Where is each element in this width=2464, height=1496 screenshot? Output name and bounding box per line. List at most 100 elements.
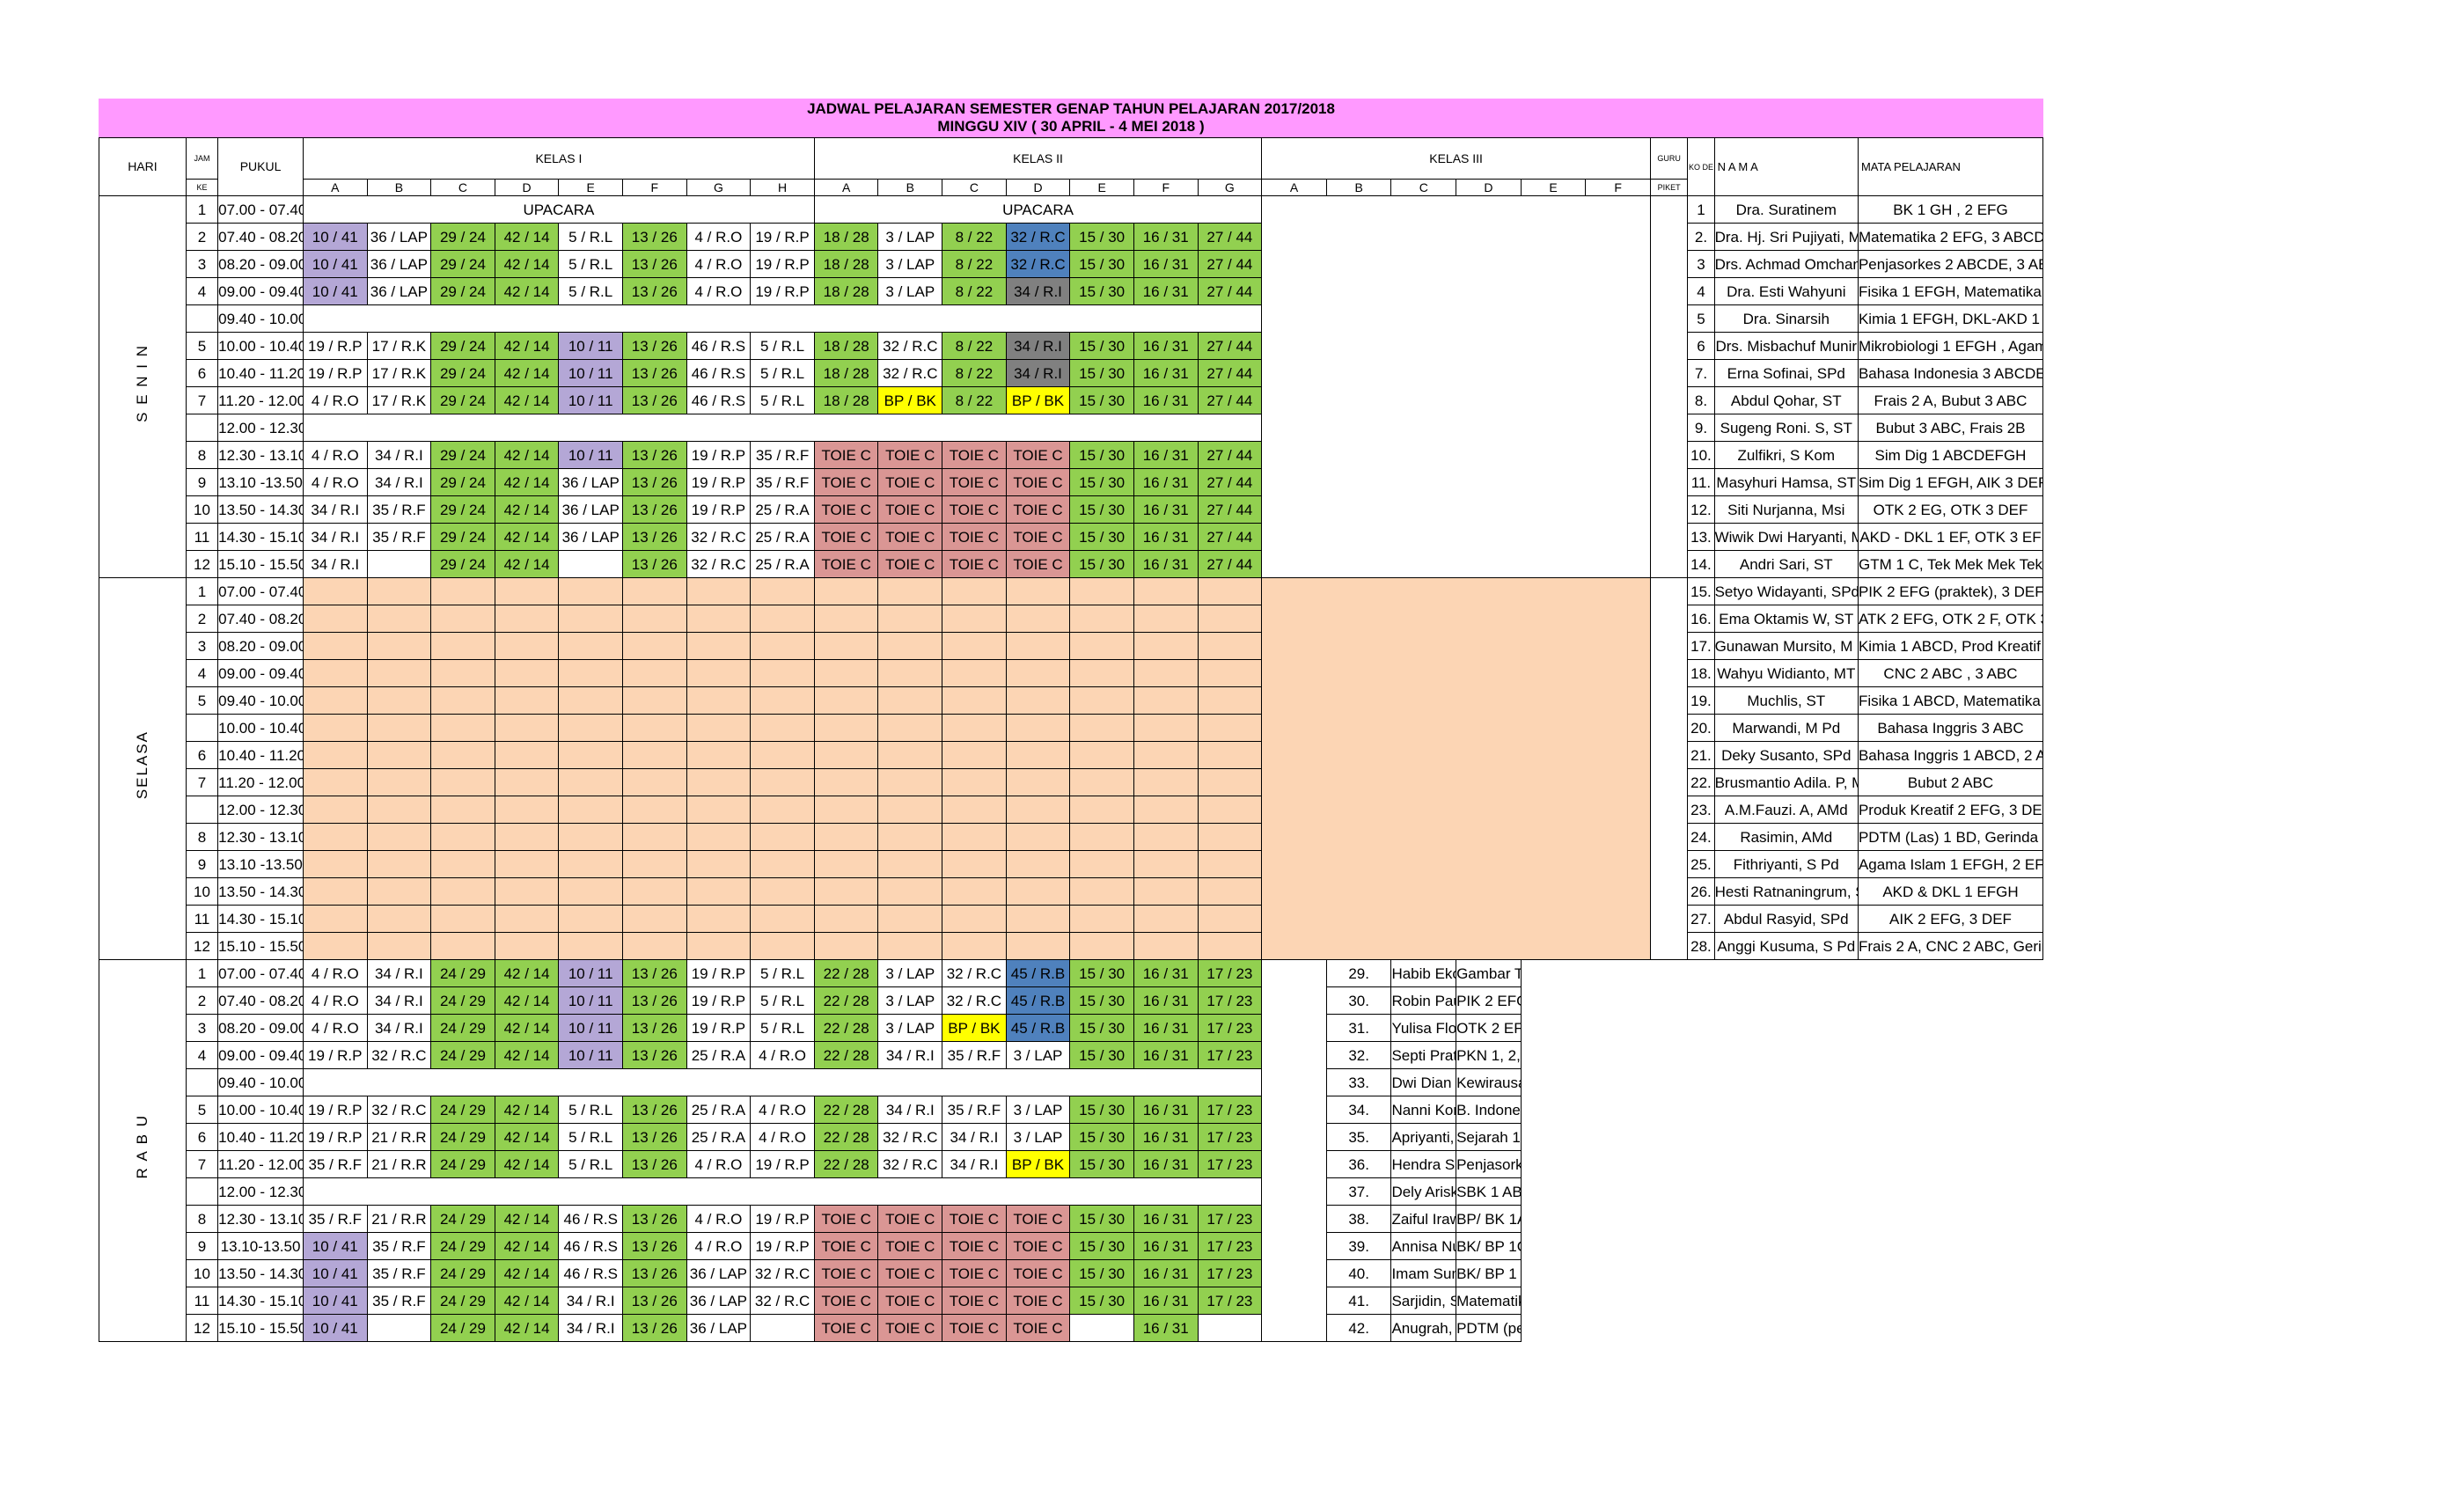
teacher-name: Wahyu Widianto, MT [1713, 659, 1859, 687]
schedule-cell: 16 / 31 [1133, 1041, 1199, 1069]
schedule-cell: 35 / R.F [366, 1287, 432, 1315]
time-slot: 08.20 - 09.00 [217, 632, 304, 660]
empty-cell [813, 877, 879, 906]
schedule-cell: 42 / 14 [494, 468, 560, 496]
schedule-cell: 46 / R.S [558, 1232, 623, 1260]
empty-cell [750, 577, 815, 605]
teacher-subject: PDTM (perkakas tangan) 1 ABCD, PDTM (las… [1456, 1314, 1522, 1342]
schedule-row: 711.20 - 12.00 22.Brusmantio Adila. P, MP… [99, 768, 2044, 796]
empty-cell [877, 577, 943, 605]
teacher-number: 35. [1325, 1123, 1392, 1151]
schedule-cell: 19 / R.P [750, 277, 815, 305]
teacher-number: 14. [1687, 550, 1715, 578]
schedule-cell: 42 / 14 [494, 441, 560, 469]
break-row [302, 1068, 1263, 1096]
time-slot: 07.40 - 08.20 [217, 986, 304, 1015]
schedule-cell: 13 / 26 [622, 468, 687, 496]
schedule-cell: 18 / 28 [813, 359, 879, 387]
schedule-row: 10.00 - 10.40 20. Marwandi, M Pd Bahasa Ing… [99, 714, 2044, 742]
empty-cell [1069, 905, 1134, 933]
schedule-cell: 5 / R.L [558, 223, 623, 251]
empty-cell [302, 686, 368, 715]
teacher-name: Dwi Dian M, S Pd [1390, 1068, 1457, 1096]
empty-cell [430, 877, 495, 906]
schedule-cell: 24 / 29 [430, 1205, 495, 1233]
class-col-2-4: E [1069, 179, 1134, 196]
empty-cell [302, 741, 368, 769]
teacher-subject: OTK 2 EG, OTK 3 DEF [1857, 495, 2044, 524]
schedule-cell: 15 / 30 [1069, 1205, 1134, 1233]
schedule-cell: 13 / 26 [622, 441, 687, 469]
schedule-cell: 34 / R.I [1005, 332, 1071, 360]
teacher-name: Dra. Hj. Sri Pujiyati, MM [1713, 223, 1859, 251]
schedule-cell: 29 / 24 [430, 495, 495, 524]
schedule-cell: 24 / 29 [430, 1014, 495, 1042]
schedule-cell: TOIE C [813, 468, 879, 496]
jam-number: 2 [185, 605, 219, 633]
schedule-cell: 17 / 23 [1197, 959, 1263, 987]
empty-cell [813, 686, 879, 715]
empty-cell [1197, 877, 1263, 906]
empty-cell [430, 932, 495, 960]
empty-cell [1133, 605, 1199, 633]
empty-cell [366, 905, 432, 933]
jam-number: 5 [185, 1096, 219, 1124]
schedule-cell: 5 / R.L [750, 959, 815, 987]
teacher-subject: Kimia 1 ABCD, Prod Kreatif 2 EFG, 3 DEF [1857, 632, 2044, 660]
schedule-cell: 15 / 30 [1069, 441, 1134, 469]
time-slot: 14.30 - 15.10 [217, 523, 304, 551]
empty-cell [494, 823, 560, 851]
empty-cell [1133, 768, 1199, 796]
teacher-number: 13. [1687, 523, 1715, 551]
jam-number: 12 [185, 1314, 219, 1342]
empty-cell [686, 577, 752, 605]
time-slot: 10.00 - 10.40 [217, 714, 304, 742]
schedule-cell: 13 / 26 [622, 223, 687, 251]
schedule-cell: 24 / 29 [430, 1150, 495, 1178]
schedule-title: JADWAL PELAJARAN SEMESTER GENAP TAHUN PE… [99, 99, 2043, 137]
teacher-number: 26. [1687, 877, 1715, 906]
class-col-1-4: E [558, 179, 623, 196]
empty-cell [494, 714, 560, 742]
jam-number: 11 [185, 523, 219, 551]
schedule-cell: 35 / R.F [302, 1150, 368, 1178]
empty-cell [942, 850, 1007, 878]
teacher-name: Sarjidin, S Pd [1390, 1287, 1457, 1315]
schedule-cell: 4 / R.O [302, 986, 368, 1015]
schedule-cell: 46 / R.S [686, 359, 752, 387]
teacher-subject: Bahasa Inggris 1 ABCD, 2 ABCD, 3 DEF [1857, 741, 2044, 769]
empty-cell [750, 686, 815, 715]
schedule-cell: 10 / 11 [558, 332, 623, 360]
schedule-cell: 10 / 11 [558, 386, 623, 414]
schedule-cell: 29 / 24 [430, 223, 495, 251]
schedule-cell: 24 / 29 [430, 986, 495, 1015]
teacher-name: Septi Pratiwi, SPd [1390, 1041, 1457, 1069]
empty-cell [1133, 877, 1199, 906]
empty-cell [813, 823, 879, 851]
empty-cell [622, 768, 687, 796]
time-slot: 15.10 - 15.50 [217, 1314, 304, 1342]
schedule-cell: 3 / LAP [877, 1014, 943, 1042]
schedule-cell: 17 / 23 [1197, 1232, 1263, 1260]
teacher-name: Hendra Sumarta, SPd [1390, 1150, 1457, 1178]
schedule-cell: 34 / R.I [302, 495, 368, 524]
schedule-cell: 4 / R.O [686, 1150, 752, 1178]
schedule-cell: 27 / 44 [1197, 223, 1263, 251]
schedule-cell: 19 / R.P [686, 959, 752, 987]
schedule-cell: 16 / 31 [1133, 441, 1199, 469]
empty-cell [686, 932, 752, 960]
jam-number: 9 [185, 468, 219, 496]
jam-number [185, 796, 219, 824]
schedule-cell: 15 / 30 [1069, 1096, 1134, 1124]
empty-cell [302, 850, 368, 878]
schedule-cell: 46 / R.S [686, 332, 752, 360]
teacher-name: Brusmantio Adila. P, MPd [1713, 768, 1859, 796]
jam-number [185, 1068, 219, 1096]
empty-cell [1133, 659, 1199, 687]
schedule-cell: 10 / 11 [558, 1041, 623, 1069]
schedule-cell: 10 / 41 [302, 1232, 368, 1260]
empty-cell [494, 877, 560, 906]
teacher-name: Rasimin, AMd [1713, 823, 1859, 851]
jam-number: 10 [185, 1259, 219, 1287]
schedule-cell: 17 / 23 [1197, 1287, 1263, 1315]
